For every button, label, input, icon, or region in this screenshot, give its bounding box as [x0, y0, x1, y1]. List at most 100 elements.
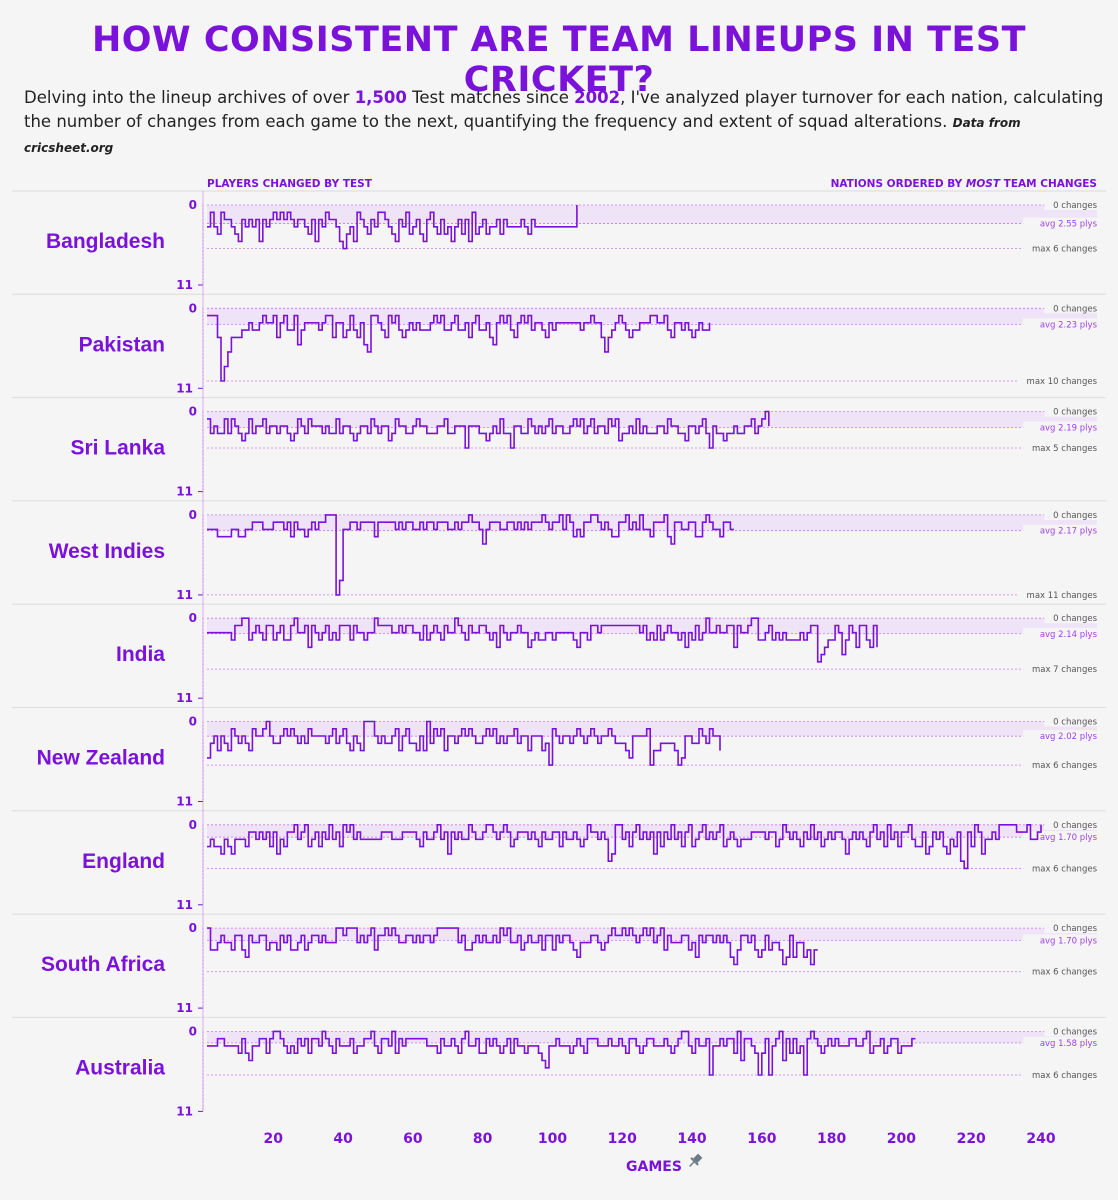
- max-label: max 6 changes: [1032, 1071, 1098, 1081]
- intro-part1: Delving into the lineup archives of over: [24, 88, 355, 107]
- zero-label-bg: [1044, 302, 1098, 314]
- avg-label: avg 2.55 plys: [1040, 220, 1098, 230]
- country-label: Bangladesh: [46, 230, 165, 253]
- avg-band: [207, 618, 1097, 634]
- series-line-bangladesh: [207, 205, 578, 250]
- max-label-bg: [1023, 965, 1098, 977]
- panels: 0 11 Bangladesh 0 changes avg 2.55 plys max 6…: [12, 190, 1106, 1118]
- max-label-bg: [1023, 441, 1098, 453]
- max-label: max 6 changes: [1032, 968, 1098, 978]
- avg-label-bg: [1023, 627, 1098, 639]
- y-tick-11: 11: [176, 588, 193, 602]
- max-label: max 5 changes: [1032, 444, 1098, 454]
- zero-label: 0 changes: [1053, 408, 1097, 418]
- intro-part3: , I've analyzed player turnover for each…: [24, 88, 1104, 131]
- max-label-bg: [1023, 663, 1098, 675]
- max-label-bg: [1023, 242, 1098, 254]
- y-tick-0: 0: [189, 715, 197, 729]
- max-label: max 11 changes: [1027, 591, 1098, 601]
- y-tick-0: 0: [189, 301, 197, 315]
- avg-label-bg: [1023, 730, 1098, 742]
- y-tick-11: 11: [176, 381, 193, 395]
- panel-bangladesh: 0 11 Bangladesh 0 changes avg 2.55 plys max 6…: [12, 190, 1106, 292]
- y-tick-11: 11: [176, 898, 193, 912]
- avg-label: avg 2.17 plys: [1040, 527, 1098, 537]
- avg-band: [207, 824, 1097, 838]
- x-tick-label: 160: [747, 1131, 776, 1147]
- x-tick-label: 100: [538, 1131, 567, 1147]
- y-tick-11: 11: [176, 1104, 193, 1118]
- zero-label: 0 changes: [1053, 201, 1097, 211]
- country-label: India: [116, 643, 165, 666]
- max-label: max 6 changes: [1032, 761, 1098, 771]
- panel-pakistan: 0 11 Pakistan 0 changes avg 2.23 plys max 10 …: [12, 293, 1106, 395]
- zero-label-bg: [1044, 818, 1098, 830]
- x-tick-label: 200: [887, 1131, 916, 1147]
- max-label: max 7 changes: [1032, 665, 1098, 675]
- x-tick-label: 80: [473, 1131, 493, 1147]
- x-tick-label: 40: [333, 1131, 353, 1147]
- zero-label: 0 changes: [1053, 1027, 1097, 1037]
- y-tick-11: 11: [176, 691, 193, 705]
- avg-label: avg 1.70 plys: [1040, 936, 1098, 946]
- header-right: NATIONS ORDERED BY MOST TEAM CHANGES: [831, 178, 1097, 190]
- y-tick-11: 11: [176, 795, 193, 809]
- zero-label-bg: [1044, 612, 1098, 624]
- series-line-new-zealand: [207, 720, 721, 766]
- header-right-em: MOST: [966, 178, 1001, 190]
- series-line-india: [207, 617, 878, 663]
- avg-label: avg 2.19 plys: [1040, 424, 1098, 434]
- country-label: South Africa: [41, 953, 165, 976]
- avg-band: [207, 1031, 1097, 1043]
- country-label: England: [82, 850, 165, 873]
- panel-australia: 0 11 Australia 0 changes avg 1.58 plys max 6 …: [12, 1016, 1106, 1118]
- avg-band: [207, 411, 1097, 428]
- avg-band: [207, 205, 1097, 224]
- x-tick-label: 20: [264, 1131, 284, 1147]
- max-label: max 10 changes: [1027, 377, 1098, 387]
- y-tick-0: 0: [189, 405, 197, 419]
- x-tick-label: 240: [1026, 1131, 1055, 1147]
- zero-label: 0 changes: [1053, 924, 1097, 934]
- zero-label-bg: [1044, 199, 1098, 210]
- intro-year: 2002: [574, 88, 621, 107]
- header-right-b: TEAM CHANGES: [1000, 178, 1097, 190]
- avg-label-bg: [1023, 318, 1098, 330]
- panel-west-indies: 0 11 West Indies 0 changes avg 2.17 plys max …: [12, 500, 1106, 602]
- avg-label-bg: [1023, 421, 1098, 433]
- avg-label: avg 1.70 plys: [1040, 833, 1098, 843]
- pin-icon: [689, 1153, 703, 1167]
- zero-label: 0 changes: [1053, 718, 1097, 728]
- data-source: Data from cricsheet.org: [24, 116, 1021, 155]
- header-right-a: NATIONS ORDERED BY: [831, 178, 966, 190]
- zero-label: 0 changes: [1053, 614, 1097, 624]
- panel-south-africa: 0 11 South Africa 0 changes avg 1.70 plys max…: [12, 913, 1106, 1015]
- avg-band: [207, 928, 1097, 941]
- avg-label: avg 2.14 plys: [1040, 630, 1098, 640]
- max-label-bg: [1017, 588, 1098, 600]
- avg-label: avg 1.58 plys: [1040, 1039, 1098, 1049]
- series-line-west-indies: [207, 514, 734, 596]
- country-label: Australia: [75, 1056, 165, 1079]
- max-label: max 6 changes: [1032, 245, 1098, 255]
- x-axis-title: GAMES: [626, 1159, 682, 1175]
- series-line-pakistan: [207, 314, 711, 382]
- avg-label-bg: [1023, 934, 1098, 946]
- x-axis: 20 40 60 80 100 120 140 160 180 200 220 240: [202, 191, 1056, 1147]
- header-left: PLAYERS CHANGED BY TEST: [207, 178, 373, 190]
- zero-label: 0 changes: [1053, 511, 1097, 521]
- zero-label-bg: [1044, 405, 1098, 417]
- avg-label: avg 2.23 plys: [1040, 321, 1098, 331]
- x-tick-label: 180: [817, 1131, 846, 1147]
- intro-matches: 1,500: [354, 88, 407, 107]
- x-tick-label: 140: [677, 1131, 706, 1147]
- x-tick-label: 220: [957, 1131, 986, 1147]
- avg-band: [207, 721, 1097, 737]
- zero-label-bg: [1044, 1025, 1098, 1037]
- panel-sri-lanka: 0 11 Sri Lanka 0 changes avg 2.19 plys max 5 …: [12, 397, 1106, 499]
- x-tick-label: 120: [608, 1131, 637, 1147]
- avg-label-bg: [1023, 217, 1098, 229]
- panel-new-zealand: 0 11 New Zealand 0 changes avg 2.02 plys max …: [12, 707, 1106, 809]
- y-tick-11: 11: [176, 1001, 193, 1015]
